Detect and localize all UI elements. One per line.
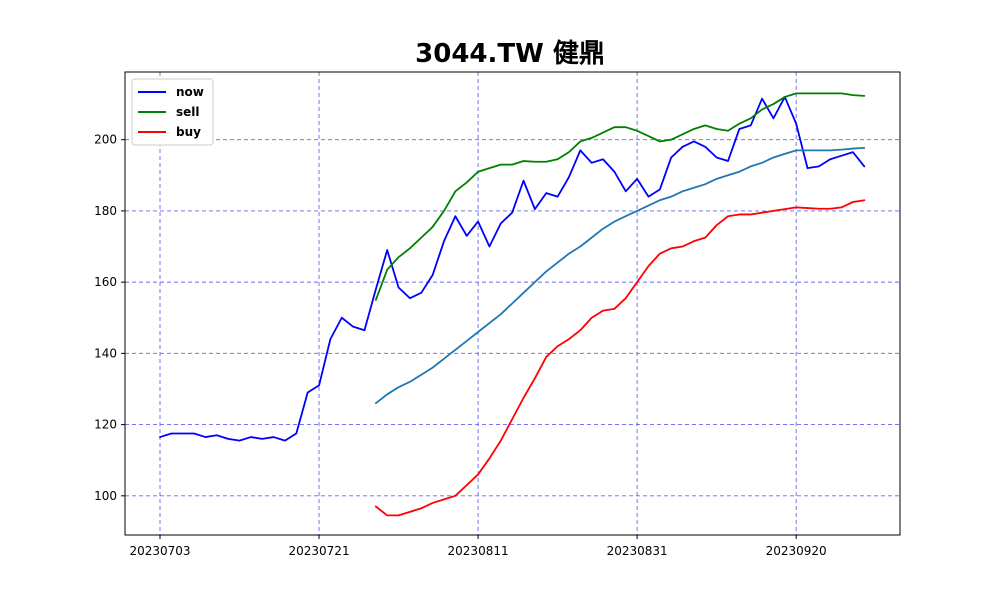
legend-label-buy: buy [176, 125, 201, 139]
legend-label-now: now [176, 85, 204, 99]
x-tick-label: 20230920 [766, 544, 827, 558]
legend-box [131, 78, 214, 146]
x-tick-label: 20230703 [129, 544, 190, 558]
y-tick-label: 100 [94, 489, 117, 503]
y-tick-label: 200 [94, 133, 117, 147]
y-tick-label: 160 [94, 275, 117, 289]
y-tick-label: 140 [94, 346, 117, 360]
chart-title: 3044.TW 健鼎 [415, 39, 605, 69]
series-line-sell [374, 92, 866, 301]
x-tick-label: 20230721 [289, 544, 350, 558]
y-tick-label: 120 [94, 418, 117, 432]
y-axis: 100 120 140 160 180 200 [94, 133, 125, 503]
plot-frame [124, 71, 901, 536]
y-tick-label: 180 [94, 204, 117, 218]
x-tick-label: 20230831 [607, 544, 668, 558]
series-lines [159, 92, 866, 517]
legend-label-sell: sell [176, 105, 200, 119]
series-line-buy [374, 199, 866, 517]
x-tick-label: 20230811 [448, 544, 509, 558]
series-line-unnamed [374, 146, 866, 405]
legend: now sell buy [131, 78, 214, 146]
series-line-now [159, 96, 866, 442]
x-axis: 20230703 20230721 20230811 20230831 20230920 [129, 535, 827, 558]
